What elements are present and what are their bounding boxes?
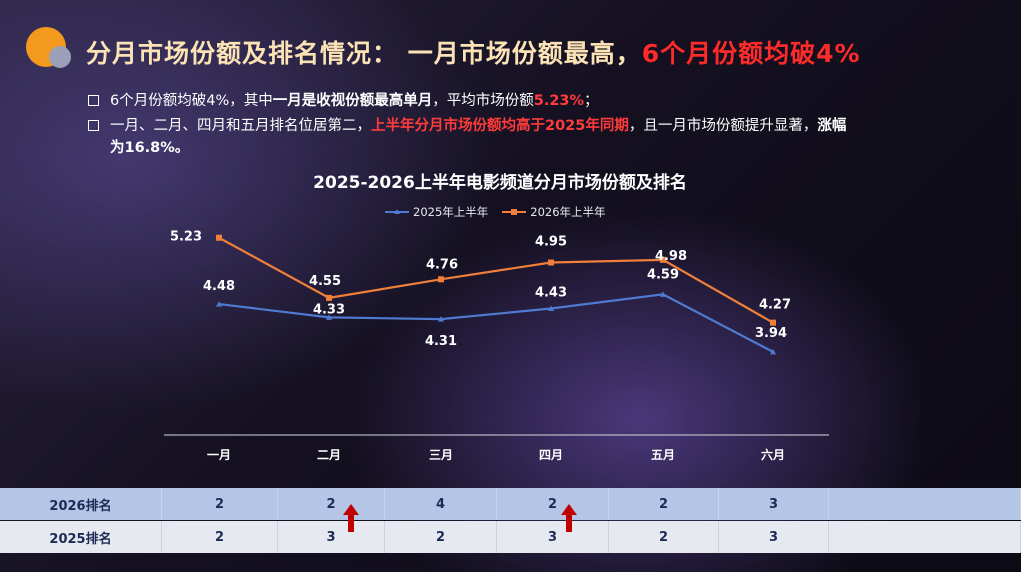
data-point-2025 bbox=[660, 291, 666, 297]
rank-cell: 2 bbox=[497, 488, 609, 520]
chart-legend: 2025年上半年 2026年上半年 bbox=[385, 204, 606, 220]
data-label: 5.23 bbox=[170, 230, 202, 245]
data-label: 4.48 bbox=[203, 279, 235, 294]
legend-line-icon bbox=[502, 209, 527, 215]
up-arrow-icon bbox=[343, 504, 359, 532]
x-tick-label: 三月 bbox=[429, 448, 453, 462]
data-label: 3.94 bbox=[755, 326, 787, 341]
bullet-2: 一月、二月、四月和五月排名位居第二，上半年分月市场份额均高于2025年同期，且一… bbox=[88, 115, 846, 138]
rank-cell: 3 bbox=[497, 521, 609, 553]
data-label: 4.27 bbox=[759, 298, 791, 313]
data-label: 4.59 bbox=[647, 267, 679, 282]
data-point-2026 bbox=[548, 259, 554, 266]
bullet-1: 6个月份额均破4%，其中一月是收视份额最高单月，平均市场份额5.23%； bbox=[88, 90, 599, 113]
x-tick-label: 四月 bbox=[539, 448, 563, 462]
bullet-text-segment: 为16.8%。 bbox=[110, 140, 190, 156]
bullet-text-segment: ，且一月市场份额提升显著， bbox=[628, 118, 818, 134]
bullet-text-segment: 6个月份额均破4%，其中 bbox=[110, 93, 273, 109]
data-point-2025 bbox=[326, 314, 332, 320]
data-point-2025 bbox=[216, 301, 222, 307]
rank-cell bbox=[829, 521, 1021, 553]
rank-cell: 2 bbox=[278, 488, 385, 520]
series-line-2025 bbox=[218, 293, 774, 353]
series-line-2026 bbox=[218, 236, 774, 324]
data-point-2026 bbox=[216, 234, 222, 241]
data-label: 4.43 bbox=[535, 286, 567, 301]
up-arrow-icon bbox=[561, 504, 577, 532]
data-label: 4.98 bbox=[655, 249, 687, 264]
x-tick-label: 二月 bbox=[317, 448, 341, 462]
page-title: 分月市场份额及排名情况： 一月市场份额最高，6个月份额均破4% bbox=[86, 39, 861, 68]
legend-item-2025: 2025年上半年 bbox=[385, 204, 488, 220]
bullet-text-segment: 5.23% bbox=[533, 93, 585, 109]
rank-cell: 4 bbox=[385, 488, 497, 520]
data-label: 4.55 bbox=[309, 274, 341, 289]
data-point-2026 bbox=[438, 276, 444, 283]
data-point-2025 bbox=[438, 316, 444, 322]
rank-cell bbox=[829, 488, 1021, 520]
bullet-text-segment: 一月是收视份额最高单月 bbox=[272, 93, 433, 109]
rank-cell: 2 bbox=[162, 521, 278, 553]
chart-title: 2025-2026上半年电影频道分月市场份额及排名 bbox=[313, 173, 687, 193]
rank-cell: 3 bbox=[278, 521, 385, 553]
data-label: 4.76 bbox=[426, 257, 458, 272]
logo-icon bbox=[26, 27, 71, 68]
data-point-2025 bbox=[548, 305, 554, 311]
bullet-text-segment: ，平均市场份额 bbox=[432, 93, 534, 109]
data-label: 4.33 bbox=[313, 302, 345, 317]
data-label: 4.31 bbox=[425, 334, 457, 349]
rank-cell: 2 bbox=[162, 488, 278, 520]
rank-cell: 2 bbox=[385, 521, 497, 553]
bullet-text-segment: 上半年分月市场份额均高于2025年同期 bbox=[371, 118, 629, 134]
rank-row-label: 2026排名 bbox=[0, 488, 162, 520]
rank-cell: 2 bbox=[609, 521, 719, 553]
bullet-box-icon bbox=[88, 95, 99, 106]
rank-row-2026: 2026排名 2 2 4 2 2 3 bbox=[0, 488, 1021, 520]
rank-cell: 3 bbox=[719, 488, 829, 520]
legend-line-icon bbox=[385, 209, 409, 214]
x-tick-label: 六月 bbox=[761, 447, 785, 462]
legend-item-2026: 2026年上半年 bbox=[502, 204, 606, 220]
x-tick-label: 一月 bbox=[207, 448, 231, 462]
data-point-2026 bbox=[770, 319, 776, 326]
data-point-2026 bbox=[660, 256, 666, 263]
data-label: 4.95 bbox=[535, 235, 567, 250]
rank-cell: 2 bbox=[609, 488, 719, 520]
bullet-2-continued: 为16.8%。 bbox=[88, 137, 189, 160]
bullet-box-icon bbox=[88, 120, 99, 131]
x-tick-label: 五月 bbox=[651, 448, 675, 462]
bullet-text-segment: ； bbox=[584, 93, 599, 109]
data-point-2025 bbox=[770, 348, 776, 355]
rank-cell: 3 bbox=[719, 521, 829, 553]
rank-row-label: 2025排名 bbox=[0, 521, 162, 553]
data-point-2026 bbox=[326, 294, 332, 301]
bullet-text-segment: 一月、二月、四月和五月排名位居第二， bbox=[110, 118, 371, 134]
rank-row-2025: 2025排名 2 3 2 3 2 3 bbox=[0, 521, 1021, 553]
bullet-text-segment: 涨幅 bbox=[817, 118, 847, 134]
